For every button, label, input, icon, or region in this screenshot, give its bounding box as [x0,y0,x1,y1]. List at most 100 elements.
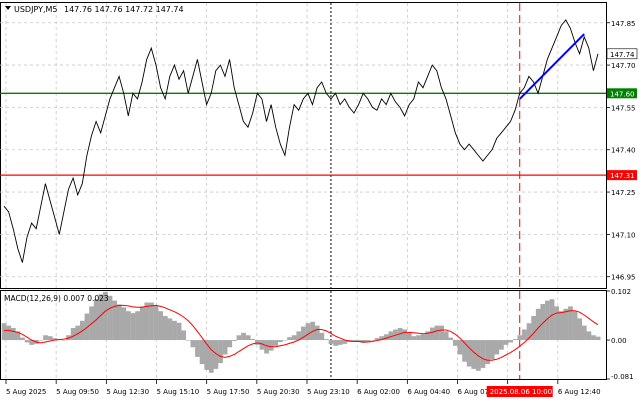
macd-histogram-bar [1,323,7,341]
support-level-tag [607,88,637,99]
macd-histogram-bar [38,340,44,341]
triangle-down-icon[interactable] [5,6,11,10]
macd-histogram-bar [162,316,168,341]
time-tick-label: 5 Aug 17:50 [207,388,250,396]
macd-histogram-bar [535,308,541,341]
macd-histogram-bar [586,331,592,341]
macd-histogram-bar [250,339,256,341]
macd-histogram-bar [121,307,127,341]
macd-histogram-bar [443,331,449,341]
macd-histogram-bar [158,311,164,341]
macd-histogram-bar [374,338,380,341]
macd-histogram-bar [291,335,297,341]
macd-histogram-bar [406,332,412,341]
trend-line [519,33,585,100]
macd-histogram-bar [172,320,177,341]
macd-histogram-bar [208,340,214,373]
macd-histogram-bar [370,340,375,341]
macd-histogram-bar [218,340,223,364]
macd-histogram-bar [563,308,569,341]
macd-histogram-bar [420,334,426,341]
macd-histogram-bar [305,323,311,341]
macd-histogram-bar [540,303,546,341]
current-price-tag [606,48,638,60]
macd-histogram-bar [508,340,513,343]
macd-histogram-bar [301,326,306,341]
macd-histogram-bar [466,340,472,367]
macd-histogram-bar [10,328,16,341]
macd-histogram-bar [581,325,587,341]
symbol-label: USDJPY,M5 [14,5,58,14]
time-tick-label: 5 Aug 15:10 [157,388,200,396]
macd-histogram-bar [273,340,279,346]
macd-signal-line [4,304,599,361]
time-tick-label: 5 Aug 12:30 [106,388,149,396]
macd-histogram-bar [103,291,108,341]
macd-histogram-bar [324,339,329,341]
price-tick-label: 147.10 [611,231,636,239]
macd-histogram-bar [591,335,596,341]
price-tick-label: 147.85 [611,20,636,28]
macd-histogram-bar [416,335,421,341]
macd-histogram-bar [595,336,601,341]
macd-histogram-bar [181,330,187,341]
macd-histogram-bar [75,325,81,341]
macd-title: MACD(12,26,9) 0.007 0.023 [4,294,109,303]
macd-histogram-bar [24,340,30,343]
macd-histogram-bar [489,340,495,360]
macd-histogram-bar [176,322,182,341]
macd-histogram-bar [522,329,527,341]
macd-histogram-bar [572,311,578,341]
macd-histogram-bar [98,294,104,341]
macd-histogram-bar [434,325,440,341]
macd-histogram-bar [259,340,265,350]
macd-indicator [1,291,601,373]
macd-histogram-bar [554,306,560,341]
macd-histogram-bar [365,340,371,342]
macd-histogram-bar [107,295,113,341]
macd-histogram-bar [577,318,583,341]
macd-histogram-bar [20,337,25,341]
macd-histogram-bar [6,325,12,341]
resistance-level-label: 147.31 [610,172,635,180]
macd-histogram-bar [231,340,237,342]
macd-histogram-bar [558,311,564,341]
macd-histogram-bar [61,340,67,341]
macd-histogram-bar [70,328,76,341]
price-line [3,19,599,263]
price-tick-label: 146.95 [611,274,636,282]
price-levels: 147.60 147.31 147.74 [0,3,638,379]
macd-histogram-bar [383,334,389,341]
macd-histogram-bar [531,316,537,341]
macd-histogram-bar [296,331,302,341]
macd-histogram-bar [480,340,486,368]
macd-histogram-bar [411,336,417,341]
macd-histogram-bar [471,340,477,369]
macd-histogram-bar [52,338,58,341]
time-tick-label: 6 Aug 02:00 [357,388,400,396]
macd-histogram-bar [485,340,490,365]
macd-histogram-bar [135,311,141,341]
time-tick-label: 5 Aug 20:30 [257,388,300,396]
price-tick-label: 147.25 [611,189,636,197]
macd-histogram-bar [130,313,136,341]
macd-histogram-bar [379,336,385,341]
macd-histogram-bar [342,340,348,344]
macd-histogram-bar [222,340,228,355]
macd-histogram-bar [503,340,509,345]
macd-histogram-bar [116,304,122,341]
macd-histogram-bar [517,335,523,341]
macd-histogram-bar [356,340,362,342]
macd-histogram-bar [167,318,173,341]
price-tick-label: 147.40 [611,147,636,155]
macd-histogram-bar [264,340,269,354]
macd-histogram-bar [268,340,274,351]
macd-histogram-bar [195,340,200,357]
macd-histogram-bar [287,337,292,341]
macd-histogram-bar [333,340,339,346]
macd-histogram-bar [452,340,458,346]
macd-tick-label: -0.081 [611,373,634,381]
